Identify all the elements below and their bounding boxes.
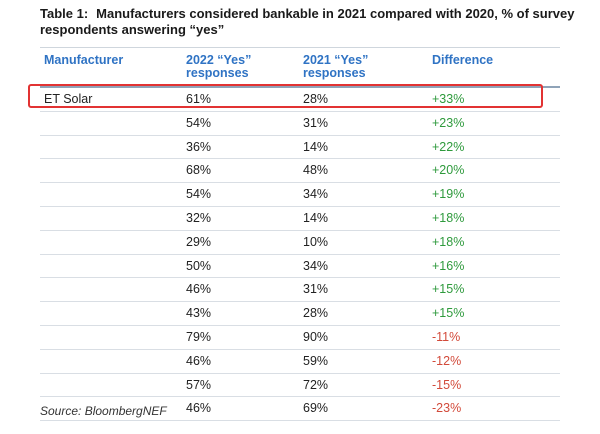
table-title-label: Table 1: <box>40 6 89 21</box>
source-note: Source: BloombergNEF <box>40 404 167 418</box>
table-row: 36% 14% +22% <box>40 136 560 160</box>
yes-2021-cell: 31% <box>303 115 329 130</box>
table-row: 54% 34% +19% <box>40 183 560 207</box>
difference-cell: +16% <box>432 258 465 273</box>
difference-cell: +19% <box>432 187 465 202</box>
yes-2021-cell: 14% <box>303 210 329 225</box>
yes-2022-cell: 46% <box>186 353 212 368</box>
yes-2022-cell: 43% <box>186 306 212 321</box>
yes-2021-cell: 69% <box>303 401 329 416</box>
difference-cell: +20% <box>432 163 465 178</box>
yes-2022-cell: 46% <box>186 401 212 416</box>
yes-2021-cell: 48% <box>303 163 329 178</box>
table-row: 54% 31% +23% <box>40 112 560 136</box>
header-2022-responses: 2022 “Yes” responses <box>186 54 251 80</box>
yes-2022-cell: 54% <box>186 187 212 202</box>
difference-cell: +33% <box>432 92 465 106</box>
yes-2021-cell: 14% <box>303 139 329 154</box>
highlight-box <box>28 84 543 108</box>
difference-cell: +15% <box>432 282 465 297</box>
difference-cell: +15% <box>432 306 465 321</box>
header-2021-line2: responses <box>303 66 366 80</box>
table-row: 50% 34% +16% <box>40 255 560 279</box>
yes-2021-cell: 59% <box>303 353 329 368</box>
table-body: ET Solar 61% 28% +33% 54% 31% +23% 36% 14% +22% 68… <box>40 88 560 422</box>
yes-2021-cell: 34% <box>303 258 329 273</box>
difference-cell: -11% <box>432 329 461 344</box>
yes-2022-cell: 36% <box>186 139 212 154</box>
yes-2021-cell: 90% <box>303 329 329 344</box>
difference-cell: +23% <box>432 115 465 130</box>
yes-2022-cell: 54% <box>186 115 212 130</box>
yes-2021-cell: 34% <box>303 187 329 202</box>
manufacturer-cell: ET Solar <box>44 92 93 106</box>
yes-2022-cell: 50% <box>186 258 212 273</box>
table-row: ET Solar 61% 28% +33% <box>40 88 560 112</box>
table-row: 46% 31% +15% <box>40 278 560 303</box>
header-2022-line1: 2022 “Yes” <box>186 53 252 67</box>
yes-2021-cell: 72% <box>303 377 329 392</box>
difference-cell: -12% <box>432 353 462 368</box>
yes-2022-cell: 68% <box>186 163 212 178</box>
yes-2022-cell: 29% <box>186 234 212 249</box>
table-row: 46% 59% -12% <box>40 350 560 374</box>
table-row: 79% 90% -11% <box>40 326 560 350</box>
difference-cell: -15% <box>432 377 462 392</box>
difference-cell: -23% <box>432 401 462 416</box>
header-2021-line1: 2021 “Yes” <box>303 53 369 67</box>
header-2022-line2: responses <box>186 66 249 80</box>
table-row: 43% 28% +15% <box>40 302 560 326</box>
table-row: 32% 14% +18% <box>40 207 560 231</box>
header-manufacturer: Manufacturer <box>44 53 124 67</box>
table-header: Manufacturer 2022 “Yes” responses 2021 “… <box>40 47 560 88</box>
header-difference: Difference <box>432 53 494 67</box>
difference-cell: +22% <box>432 139 465 154</box>
yes-2022-cell: 46% <box>186 282 212 297</box>
yes-2022-cell: 32% <box>186 210 212 225</box>
table-row: 29% 10% +18% <box>40 231 560 255</box>
table-row: 46% 69% -23% <box>40 397 560 422</box>
yes-2022-cell: 57% <box>186 377 212 392</box>
yes-2021-cell: 10% <box>303 234 329 249</box>
yes-2021-cell: 28% <box>303 92 329 106</box>
yes-2022-cell: 79% <box>186 329 212 344</box>
yes-2021-cell: 31% <box>303 282 329 297</box>
table-row: 68% 48% +20% <box>40 159 560 184</box>
header-2021-responses: 2021 “Yes” responses <box>303 54 368 80</box>
difference-cell: +18% <box>432 210 465 225</box>
table-title-text: Manufacturers considered bankable in 202… <box>40 6 575 37</box>
yes-2022-cell: 61% <box>186 92 212 106</box>
difference-cell: +18% <box>432 234 465 249</box>
table-title: Table 1: Manufacturers considered bankabl… <box>40 6 580 38</box>
yes-2021-cell: 28% <box>303 306 329 321</box>
bankability-table: Manufacturer 2022 “Yes” responses 2021 “… <box>40 47 560 422</box>
table-row: 57% 72% -15% <box>40 374 560 398</box>
